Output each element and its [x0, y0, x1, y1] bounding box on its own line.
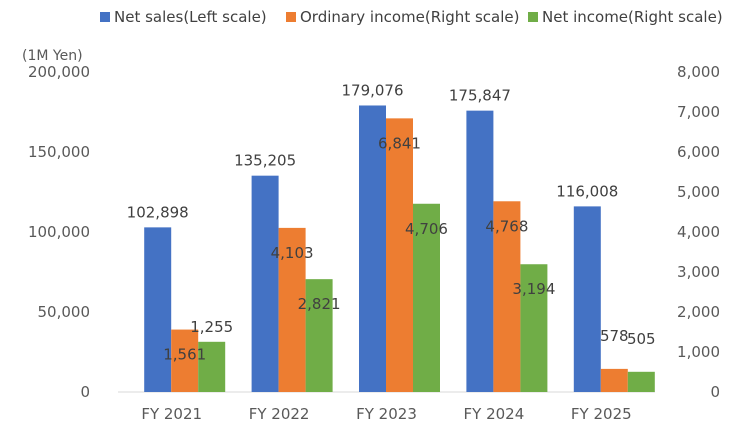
legend-label-0: Net sales(Left scale): [114, 8, 267, 26]
data-label-0-2: 179,076: [341, 81, 403, 99]
right-tick-label: 0: [710, 383, 720, 401]
data-label-1-1: 4,103: [271, 244, 314, 262]
right-tick-label: 4,000: [677, 223, 720, 241]
x-tick-label: FY 2021: [141, 405, 202, 423]
bar-2-1: [305, 279, 333, 392]
data-label-1-0: 1,561: [163, 346, 206, 364]
left-tick-label: 200,000: [28, 63, 90, 81]
data-label-2-0: 1,255: [190, 318, 233, 336]
bar-1-2: [386, 118, 413, 393]
bar-0-4: [573, 206, 601, 392]
right-tick-label: 3,000: [677, 263, 720, 281]
x-tick-label: FY 2022: [249, 405, 310, 423]
bar-0-0: [144, 227, 172, 392]
legend: Net sales(Left scale) Ordinary income(Rig…: [100, 8, 723, 26]
bar-2-0: [198, 341, 226, 392]
right-tick-label: 5,000: [677, 183, 720, 201]
legend-label-1: Ordinary income(Right scale): [300, 8, 519, 26]
data-label-1-4: 578: [600, 327, 629, 345]
data-label-2-3: 3,194: [512, 280, 555, 298]
bar-2-4: [627, 371, 655, 392]
bar-1-3: [493, 201, 521, 392]
bars: [144, 105, 655, 393]
x-tick-label: FY 2025: [571, 405, 632, 423]
x-axis: FY 2021 FY 2022 FY 2023 FY 2024 FY 2025: [141, 405, 631, 423]
left-tick-label: 150,000: [28, 143, 90, 161]
legend-label-2: Net income(Right scale): [542, 8, 723, 26]
data-label-1-3: 4,768: [485, 217, 528, 235]
right-tick-label: 7,000: [677, 103, 720, 121]
bar-2-2: [413, 203, 440, 392]
data-label-0-4: 116,008: [556, 182, 618, 200]
left-axis: 0 50,000 100,000 150,000 200,000: [28, 63, 90, 401]
data-label-2-4: 505: [627, 330, 656, 348]
right-tick-label: 2,000: [677, 303, 720, 321]
left-tick-label: 50,000: [38, 303, 91, 321]
bar-0-2: [359, 105, 386, 393]
x-tick-label: FY 2023: [356, 405, 417, 423]
bar-0-1: [251, 175, 279, 392]
left-tick-label: 100,000: [28, 223, 90, 241]
left-tick-label: 0: [80, 383, 90, 401]
data-label-2-2: 4,706: [405, 220, 448, 238]
bar-1-0: [171, 329, 199, 392]
legend-swatch-2: [528, 12, 538, 22]
right-tick-label: 6,000: [677, 143, 720, 161]
right-tick-label: 1,000: [677, 343, 720, 361]
x-tick-label: FY 2024: [464, 405, 525, 423]
bar-1-1: [278, 227, 306, 392]
data-label-1-2: 6,841: [378, 134, 421, 152]
data-label-2-1: 2,821: [298, 295, 341, 313]
legend-swatch-0: [100, 12, 110, 22]
right-axis: 0 1,000 2,000 3,000 4,000 5,000 6,000 7,000 8,00…: [677, 63, 720, 401]
left-axis-unit-label: (1M Yen): [22, 48, 83, 64]
legend-swatch-1: [286, 12, 296, 22]
data-label-0-1: 135,205: [234, 152, 296, 170]
bar-2-3: [520, 264, 548, 392]
right-tick-label: 8,000: [677, 63, 720, 81]
bar-1-4: [600, 368, 628, 392]
data-labels: 102,898 1,561 1,255 135,205 4,103 2,821 179,07…: [127, 81, 656, 363]
data-label-0-0: 102,898: [127, 203, 189, 221]
bar-0-3: [466, 110, 494, 392]
data-label-0-3: 175,847: [449, 87, 511, 105]
